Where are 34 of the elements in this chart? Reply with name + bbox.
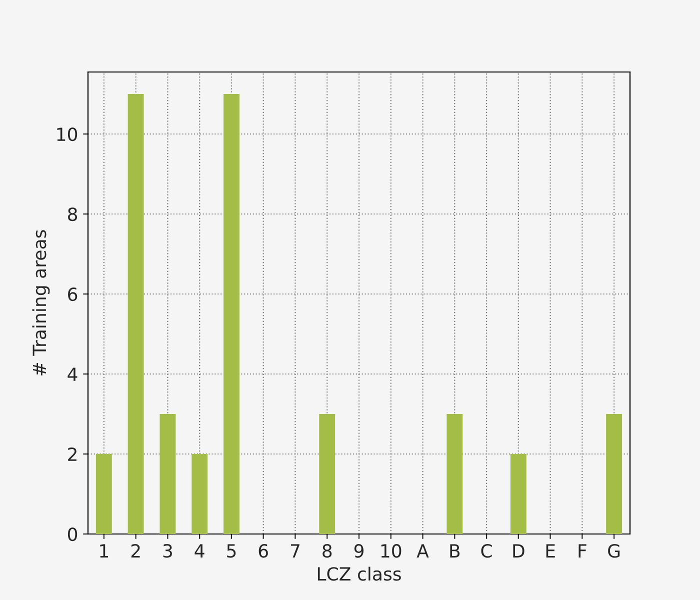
x-tick-label: 9: [354, 544, 364, 558]
bar: [446, 414, 463, 534]
x-tick-label: 1: [100, 544, 108, 558]
x-tick-label: G: [608, 544, 620, 558]
x-tick-label: C: [481, 544, 492, 558]
x-tick-label: 7: [290, 544, 300, 558]
x-tick-label: 6: [258, 544, 268, 558]
y-tick-label: 6: [68, 287, 78, 302]
x-tick-label: 10: [381, 544, 402, 558]
y-tick-label: 8: [68, 207, 78, 222]
x-tick-label: D: [513, 544, 524, 558]
y-axis-title: # Training areas: [32, 230, 50, 376]
x-tick-label: A: [416, 544, 429, 558]
bar: [128, 94, 144, 534]
x-tick-label: 8: [322, 544, 332, 558]
bar: [192, 454, 208, 534]
y-tick-label: 10: [57, 127, 78, 142]
x-axis-title: LCZ class: [318, 566, 401, 581]
y-tick-label: 4: [68, 368, 78, 381]
x-tick-label: E: [546, 544, 555, 558]
bar: [160, 414, 176, 534]
x-tick-label: 2: [131, 544, 140, 558]
y-tick-label: 0: [68, 527, 78, 542]
x-tick-label: B: [450, 544, 460, 558]
x-tick-label: 5: [227, 544, 236, 558]
y-tick-label: 2: [68, 447, 76, 461]
bar: [96, 454, 112, 534]
bar: [606, 414, 622, 534]
x-tick-label: F: [578, 544, 586, 558]
x-tick-label: 4: [194, 544, 204, 558]
x-tick-label: 3: [163, 544, 172, 558]
bar: [319, 414, 336, 534]
bar: [510, 454, 526, 534]
bar: [223, 94, 240, 534]
